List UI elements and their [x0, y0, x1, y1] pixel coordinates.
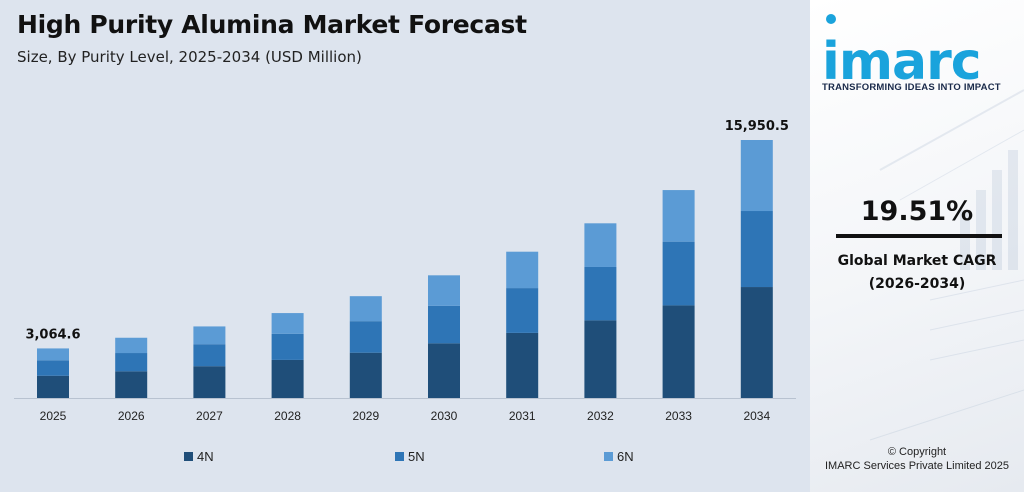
bar-2026-5N: [115, 353, 148, 372]
legend-item-4N: 4N: [184, 449, 214, 464]
bar-2030-6N: [428, 275, 460, 306]
bar-2026-6N: [115, 337, 148, 354]
bar-2025-6N: [37, 348, 69, 361]
data-label-2034: 15,950.5: [725, 119, 789, 134]
x-tick-label-2029: 2029: [352, 409, 379, 423]
bar-2027-6N: [193, 326, 226, 345]
bar-2032-4N: [584, 320, 617, 398]
x-tick-label-2033: 2033: [665, 409, 692, 423]
cagr-divider: [836, 234, 1002, 238]
bar-2028-4N: [271, 359, 304, 398]
bar-2033-4N: [662, 305, 695, 398]
bar-2031-4N: [506, 332, 539, 398]
x-tick-label-2030: 2030: [431, 409, 458, 423]
cagr-value: 19.51%: [860, 196, 974, 227]
bar-2031-5N: [506, 288, 539, 333]
bar-2032-6N: [584, 223, 617, 267]
bar-2025-5N: [37, 360, 69, 376]
legend-label-5N: 5N: [408, 449, 425, 464]
chart-subtitle: Size, By Purity Level, 2025-2034 (USD Mi…: [17, 48, 362, 66]
bar-2029-5N: [349, 321, 382, 353]
brand-logo: imarc: [822, 32, 982, 92]
x-tick-label-2031: 2031: [509, 409, 536, 423]
chart-legend: 4N 5N 6N: [0, 449, 810, 467]
bar-2030-4N: [428, 343, 460, 398]
legend-item-5N: 5N: [395, 449, 425, 464]
bar-2031-6N: [506, 251, 539, 289]
x-tick-label-2032: 2032: [587, 409, 614, 423]
bar-2026-4N: [115, 371, 148, 398]
chart-panel: High Purity Alumina Market Forecast Size…: [0, 0, 810, 492]
x-tick-label-2027: 2027: [196, 409, 223, 423]
bar-2025-4N: [37, 375, 69, 398]
x-tick-label-2025: 2025: [40, 409, 67, 423]
legend-label-4N: 4N: [197, 449, 214, 464]
bar-2030-5N: [428, 305, 460, 344]
bar-chart: 2025 2026 2027 2028 2029 2030 2031 2032 2033 2034…: [14, 119, 796, 423]
bar-2032-5N: [584, 266, 617, 321]
data-label-2025: 3,064.6: [25, 327, 80, 342]
bar-2027-4N: [193, 366, 226, 398]
bar-2029-6N: [349, 296, 382, 322]
brand-tagline: TRANSFORMING IDEAS INTO IMPACT: [822, 82, 1001, 93]
legend-swatch-4N: [184, 452, 193, 461]
bar-2033-6N: [662, 190, 695, 242]
logo-dot-icon: [826, 14, 836, 24]
x-tick-label-2028: 2028: [274, 409, 301, 423]
bar-2028-5N: [271, 333, 304, 360]
bar-2034-4N: [740, 287, 773, 398]
cagr-label-line1: Global Market CAGR: [837, 253, 997, 269]
bar-2033-5N: [662, 241, 695, 306]
chart-title: High Purity Alumina Market Forecast: [17, 10, 527, 39]
bar-2027-5N: [193, 344, 226, 367]
bar-2034-6N: [740, 140, 773, 212]
bar-2029-4N: [349, 352, 382, 398]
side-panel: imarc TRANSFORMING IDEAS INTO IMPACT 19.…: [810, 0, 1024, 492]
bar-2028-6N: [271, 313, 304, 334]
x-tick-label-2026: 2026: [118, 409, 145, 423]
cagr-label-line2: (2026-2034): [868, 276, 966, 292]
background-decoration: [869, 89, 1024, 441]
x-tick-label-2034: 2034: [743, 409, 770, 423]
bar-2034-5N: [740, 211, 773, 288]
legend-label-6N: 6N: [617, 449, 634, 464]
legend-swatch-6N: [604, 452, 613, 461]
copyright-line1: © Copyright: [887, 446, 947, 458]
legend-item-6N: 6N: [604, 449, 634, 464]
cagr-label: Global Market CAGR (2026-2034): [810, 250, 1024, 296]
legend-swatch-5N: [395, 452, 404, 461]
copyright-line2: IMARC Services Private Limited 2025: [824, 460, 1009, 472]
